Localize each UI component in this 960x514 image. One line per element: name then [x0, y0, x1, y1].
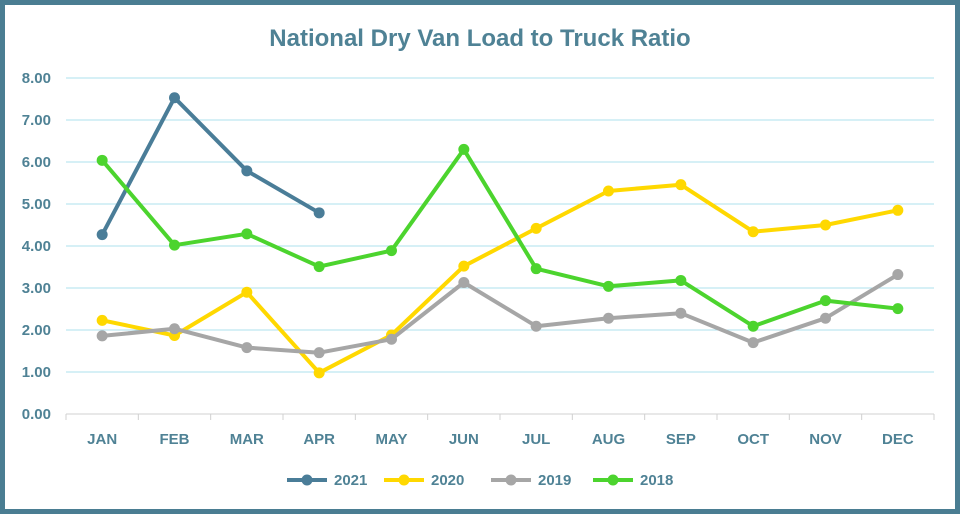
data-point — [241, 228, 253, 240]
legend-label: 2020 — [431, 472, 464, 489]
data-point — [313, 207, 325, 219]
data-point — [313, 261, 325, 273]
chart-title: National Dry Van Load to Truck Ratio — [269, 25, 690, 52]
legend-item-2020: 2020 — [384, 472, 464, 489]
data-point — [169, 92, 180, 104]
series-2019 — [96, 269, 904, 359]
legend-item-2021: 2021 — [287, 472, 367, 489]
data-point — [313, 367, 325, 379]
x-tick-label: NOV — [809, 431, 842, 448]
data-point — [96, 330, 108, 342]
x-tick-label: AUG — [592, 431, 625, 448]
data-point — [820, 219, 831, 231]
legend-swatch-marker — [607, 474, 619, 486]
data-point — [530, 263, 542, 275]
y-axis: 0.00 1.00 2.00 3.00 4.00 5.00 6.00 7.00 8.00 — [22, 70, 51, 423]
series-line — [100, 147, 900, 329]
data-point — [169, 323, 180, 335]
data-point — [458, 260, 470, 272]
x-tick-label: DEC — [882, 431, 914, 448]
y-tick-label: 1.00 — [22, 364, 51, 381]
x-axis: JAN FEB MAR APR MAY JUN JUL AUG SEP OCT NOV DEC — [65, 414, 935, 448]
data-point — [820, 312, 831, 324]
data-point — [747, 337, 759, 349]
data-point — [892, 303, 904, 315]
y-tick-label: 7.00 — [22, 112, 51, 129]
y-tick-label: 4.00 — [22, 238, 51, 255]
data-point — [603, 280, 614, 292]
legend-label: 2019 — [538, 472, 571, 489]
x-tick-label: JAN — [87, 431, 117, 448]
series-line — [100, 272, 900, 355]
y-tick-label: 2.00 — [22, 322, 51, 339]
data-point — [458, 143, 470, 155]
y-tick-label: 3.00 — [22, 280, 51, 297]
y-tick-label: 5.00 — [22, 196, 51, 213]
x-tick-label: JUL — [522, 431, 550, 448]
data-point — [675, 179, 687, 191]
data-point — [530, 222, 542, 234]
x-tick-label: MAY — [376, 431, 408, 448]
data-point — [603, 312, 614, 324]
legend-swatch-marker — [505, 474, 517, 486]
series-line — [100, 95, 322, 237]
series-group — [96, 92, 904, 379]
legend-swatch-marker — [398, 474, 410, 486]
data-point — [458, 277, 470, 289]
y-tick-label: 6.00 — [22, 154, 51, 171]
data-point — [169, 239, 180, 251]
data-point — [747, 320, 759, 332]
legend-label: 2018 — [640, 472, 673, 489]
data-point — [603, 185, 614, 197]
data-point — [675, 274, 687, 286]
data-point — [96, 154, 108, 166]
data-point — [820, 295, 831, 307]
data-point — [892, 204, 904, 216]
data-point — [386, 245, 397, 257]
x-tick-label: MAR — [230, 431, 264, 448]
data-point — [313, 347, 325, 359]
y-tick-label: 0.00 — [22, 406, 51, 423]
series-2018 — [96, 143, 904, 332]
series-2020 — [96, 179, 904, 379]
legend-label: 2021 — [334, 472, 367, 489]
legend: 2021 2020 2019 2018 — [287, 472, 673, 489]
legend-item-2019: 2019 — [491, 472, 571, 489]
data-point — [892, 269, 904, 281]
data-point — [386, 333, 397, 345]
legend-swatch-marker — [301, 474, 313, 486]
data-point — [530, 320, 542, 332]
series-line — [100, 182, 900, 375]
data-point — [241, 342, 253, 354]
data-point — [241, 165, 253, 177]
x-tick-label: OCT — [737, 431, 769, 448]
x-tick-label: SEP — [666, 431, 696, 448]
x-tick-label: FEB — [160, 431, 190, 448]
x-tick-label: APR — [303, 431, 335, 448]
series-2021 — [96, 92, 325, 241]
data-point — [96, 229, 108, 241]
legend-item-2018: 2018 — [593, 472, 673, 489]
data-point — [747, 226, 759, 238]
data-point — [241, 286, 253, 298]
x-tick-label: JUN — [449, 431, 479, 448]
data-point — [96, 314, 108, 326]
data-point — [675, 307, 687, 319]
y-tick-label: 8.00 — [22, 70, 51, 87]
